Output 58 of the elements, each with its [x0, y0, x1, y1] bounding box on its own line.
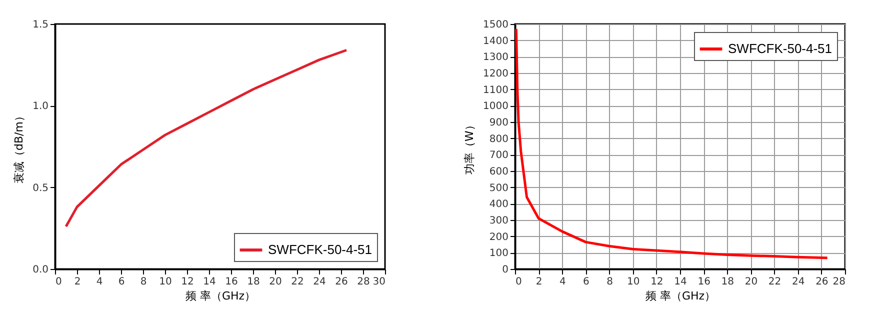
x-tick-label: 30	[372, 276, 386, 288]
y-tick-label: 0	[502, 264, 508, 276]
legend-label: SWFCFK-50-4-51	[728, 41, 832, 56]
x-tick-label: 12	[650, 276, 664, 288]
x-tick-label: 4	[96, 276, 103, 288]
x-tick-label: 28	[357, 276, 370, 288]
x-tick-label: 16	[225, 276, 238, 288]
y-tick-label: 900	[489, 118, 508, 128]
x-tick-label: 2	[536, 276, 542, 288]
x-tick-label: 8	[606, 276, 613, 288]
y-axis-title: 衰减（dB/m）	[12, 110, 26, 184]
x-tick-label: 0	[516, 276, 522, 288]
y-tick-label: 800	[489, 134, 508, 145]
x-tick-label: 14	[203, 276, 216, 288]
x-tick-label: 22	[291, 276, 304, 288]
y-tick-label: 0.0	[32, 264, 48, 276]
y-tick-label: 400	[489, 199, 508, 210]
x-tick-label: 4	[559, 276, 566, 288]
x-axis-title: 频 率（GHz）	[185, 290, 256, 302]
x-axis-title: 频 率（GHz）	[645, 290, 716, 302]
y-tick-label: 1300	[483, 52, 508, 64]
y-tick-label: 1000	[483, 101, 508, 112]
y-tick-label: 100	[489, 248, 508, 260]
x-tick-label: 24	[792, 276, 805, 288]
legend-label: SWFCFK-50-4-51	[268, 242, 372, 257]
y-tick-label: 1400	[483, 36, 508, 47]
y-tick-label: 1200	[483, 68, 508, 80]
line-series	[64, 48, 348, 228]
x-tick-label: 2	[74, 276, 81, 288]
y-tick-label: 1.0	[32, 101, 48, 112]
x-tick-label: 26	[816, 276, 828, 288]
x-tick-label: 20	[744, 276, 758, 288]
x-tick-label: 8	[140, 276, 147, 288]
y-tick-label: 200	[489, 232, 508, 243]
x-tick-label: 12	[181, 276, 194, 288]
x-tick-label: 22	[768, 276, 782, 288]
y-tick-label: 600	[489, 166, 508, 178]
x-tick-label: 0	[56, 276, 62, 288]
x-tick-label: 18	[721, 276, 734, 288]
y-tick-label: 0.5	[32, 182, 48, 194]
y-tick-label: 1.5	[32, 20, 48, 30]
y-tick-label: 700	[489, 150, 508, 162]
x-tick-label: 10	[159, 276, 172, 288]
x-tick-label: 28	[832, 276, 846, 288]
x-tick-label: 24	[313, 276, 326, 288]
x-tick-label: 20	[269, 276, 282, 288]
x-tick-label: 14	[674, 276, 687, 288]
x-tick-label: 6	[118, 276, 125, 288]
x-tick-label: 16	[698, 276, 710, 288]
y-tick-label: 500	[489, 182, 508, 194]
y-tick-label: 1100	[483, 84, 508, 96]
x-tick-label: 6	[583, 276, 590, 288]
y-axis-title: 功率（W）	[463, 120, 476, 174]
y-tick-label: 1500	[483, 20, 508, 30]
x-tick-label: 26	[335, 276, 348, 288]
x-tick-label: 18	[247, 276, 260, 288]
x-tick-label: 10	[626, 276, 640, 288]
y-tick-label: 300	[489, 216, 508, 226]
